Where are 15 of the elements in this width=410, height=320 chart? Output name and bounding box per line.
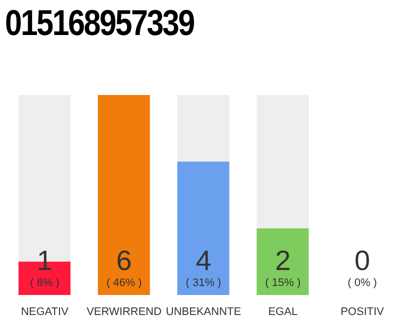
- annotation: ( 8% ): [30, 277, 60, 289]
- annotation: ( 31% ): [186, 277, 222, 289]
- x-tick-label: VERWIRREND: [86, 306, 162, 318]
- data-label: 2: [275, 245, 291, 276]
- data-label: 0: [354, 245, 370, 276]
- x-tick-label: UNBEKANNTE: [166, 306, 242, 318]
- annotation: ( 15% ): [265, 277, 301, 289]
- chart-title: 015168957339: [5, 2, 194, 44]
- x-tick-label: NEGATIV: [20, 306, 70, 318]
- data-label: 6: [116, 245, 132, 276]
- x-tick-label: EGAL: [268, 306, 298, 318]
- x-tick-label: POSITIV: [340, 306, 385, 318]
- data-label: 4: [196, 245, 212, 276]
- annotation: ( 0% ): [348, 277, 377, 289]
- annotation: ( 46% ): [106, 277, 142, 289]
